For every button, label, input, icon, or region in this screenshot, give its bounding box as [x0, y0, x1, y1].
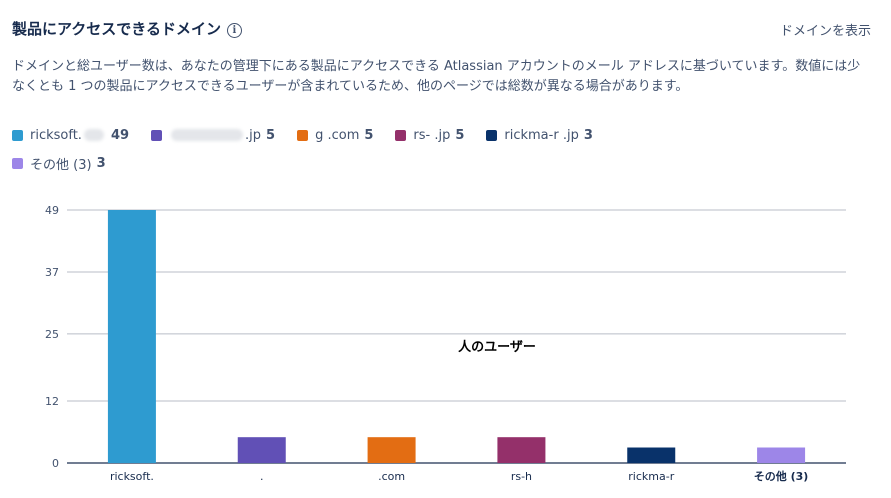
legend-swatch — [395, 129, 407, 141]
legend-value: 5 — [364, 127, 374, 143]
bar — [107, 210, 156, 463]
legend-label: rs- .jp — [413, 127, 451, 143]
x-tick-label: ricksoft. — [110, 470, 154, 483]
legend-value: 5 — [455, 127, 465, 143]
info-icon[interactable]: i — [226, 23, 242, 38]
bar — [497, 437, 546, 463]
bar — [237, 437, 286, 463]
x-tick-label: rs-h — [511, 470, 532, 483]
y-tick-label: 37 — [45, 266, 59, 279]
section-title: 製品にアクセスできるドメイン i — [12, 18, 242, 39]
legend-label: その他 (3) — [30, 157, 92, 173]
bar — [367, 437, 416, 463]
legend-item-domain-4[interactable]: rs- .jp 5 — [395, 128, 464, 143]
legend-swatch — [12, 129, 23, 141]
y-tick-label: 12 — [45, 395, 59, 408]
y-tick-label: 49 — [45, 204, 59, 217]
x-tick-label: rickma-r — [628, 470, 674, 483]
x-axis: ricksoft.. .com rs-h rickma-r その他 (3) — [110, 469, 808, 483]
legend-item-domain-3[interactable]: g .com 5 — [297, 128, 373, 143]
x-tick-label: .com — [378, 470, 405, 483]
legend-value: 5 — [266, 127, 276, 143]
legend-item-ricksoft[interactable]: ricksoft. 49 — [12, 128, 129, 143]
legend-item-domain-5[interactable]: rickma-r .jp 3 — [486, 127, 593, 143]
title-text: 製品にアクセスできるドメイン — [12, 20, 221, 38]
legend-label: ricksoft. — [30, 127, 82, 143]
legend-label: rickma-r .jp — [504, 127, 579, 143]
legend-swatch — [486, 129, 498, 141]
x-tick-label: . — [260, 470, 264, 483]
legend: ricksoft. 49 .jp 5 g .com 5 rs- .jp 5 ri… — [12, 124, 872, 180]
legend-swatch — [12, 157, 23, 169]
legend-label: g .com — [315, 127, 360, 143]
legend-row-1: ricksoft. 49 .jp 5 g .com 5 rs- .jp 5 ri… — [12, 124, 872, 146]
legend-value: 3 — [583, 127, 593, 143]
show-domains-link[interactable]: ドメインを表示 — [779, 24, 871, 39]
y-axis: 0 12 25 37 49 — [45, 204, 59, 470]
y-axis-label: 人のユーザー — [458, 339, 536, 355]
grid — [67, 209, 846, 464]
legend-value: 3 — [96, 155, 106, 171]
legend-swatch — [297, 129, 309, 141]
legend-item-other[interactable]: その他 (3) 3 — [12, 154, 106, 173]
legend-item-domain-2[interactable]: .jp 5 — [151, 128, 275, 143]
description: ドメインと総ユーザー数は、あなたの管理下にある製品にアクセスできる Atlass… — [12, 59, 861, 94]
bar — [757, 447, 806, 463]
legend-row-2: その他 (3) 3 — [12, 152, 872, 174]
bar — [627, 447, 676, 463]
redaction-blur — [83, 129, 104, 141]
legend-label: .jp — [245, 127, 262, 143]
legend-swatch — [151, 129, 163, 141]
y-tick-label: 0 — [52, 457, 59, 470]
x-tick-label: その他 (3) — [754, 469, 809, 483]
bars — [107, 210, 806, 463]
y-tick-label: 25 — [45, 328, 59, 341]
legend-value: 49 — [110, 127, 130, 143]
redaction-blur — [171, 129, 244, 141]
header: 製品にアクセスできるドメイン i ドメインを表示 — [12, 18, 871, 40]
